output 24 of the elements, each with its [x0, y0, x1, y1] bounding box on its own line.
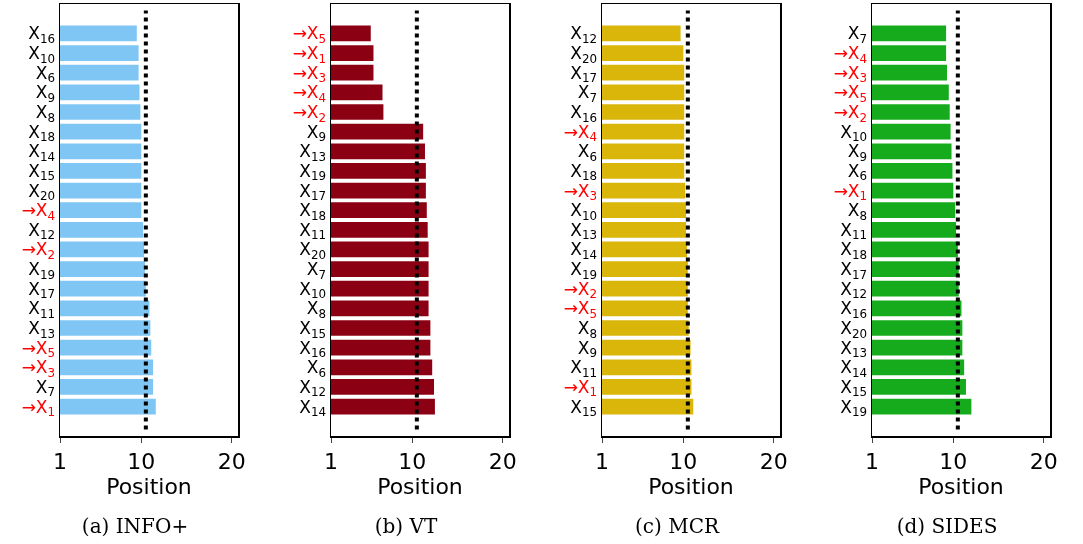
x-tick-label: 1	[594, 448, 609, 474]
x-axis-title: Position	[376, 473, 463, 499]
x-tick-label: 20	[759, 448, 788, 474]
x-tick-label: 20	[217, 448, 246, 474]
x-tick-label: 10	[668, 448, 697, 474]
y-tick-label: X$_{12}$	[569, 23, 597, 46]
x-tick-label: 10	[127, 448, 156, 474]
x-tick-label: 10	[939, 448, 968, 474]
x-axis-title: Position	[106, 473, 192, 499]
y-tick-label: X$_{7}$	[848, 23, 868, 46]
x-tick-label: 10	[398, 448, 427, 474]
text: (a) INFO+	[81, 514, 189, 539]
text: (c) MCR	[634, 514, 720, 539]
x-tick-label: 20	[488, 448, 517, 474]
text: (b) VT	[374, 514, 438, 539]
x-tick-label: 1	[323, 448, 338, 474]
y-tick-label: →X$_{5}$	[292, 23, 326, 46]
x-tick-label: 1	[53, 448, 67, 474]
text: (d) SIDES	[896, 514, 998, 539]
y-tick-label: X$_{16}$	[28, 23, 56, 46]
x-axis-title: Position	[918, 473, 1005, 499]
x-axis-title: Position	[647, 473, 734, 499]
x-tick-label: 20	[1029, 448, 1058, 474]
x-tick-label: 1	[865, 448, 880, 474]
